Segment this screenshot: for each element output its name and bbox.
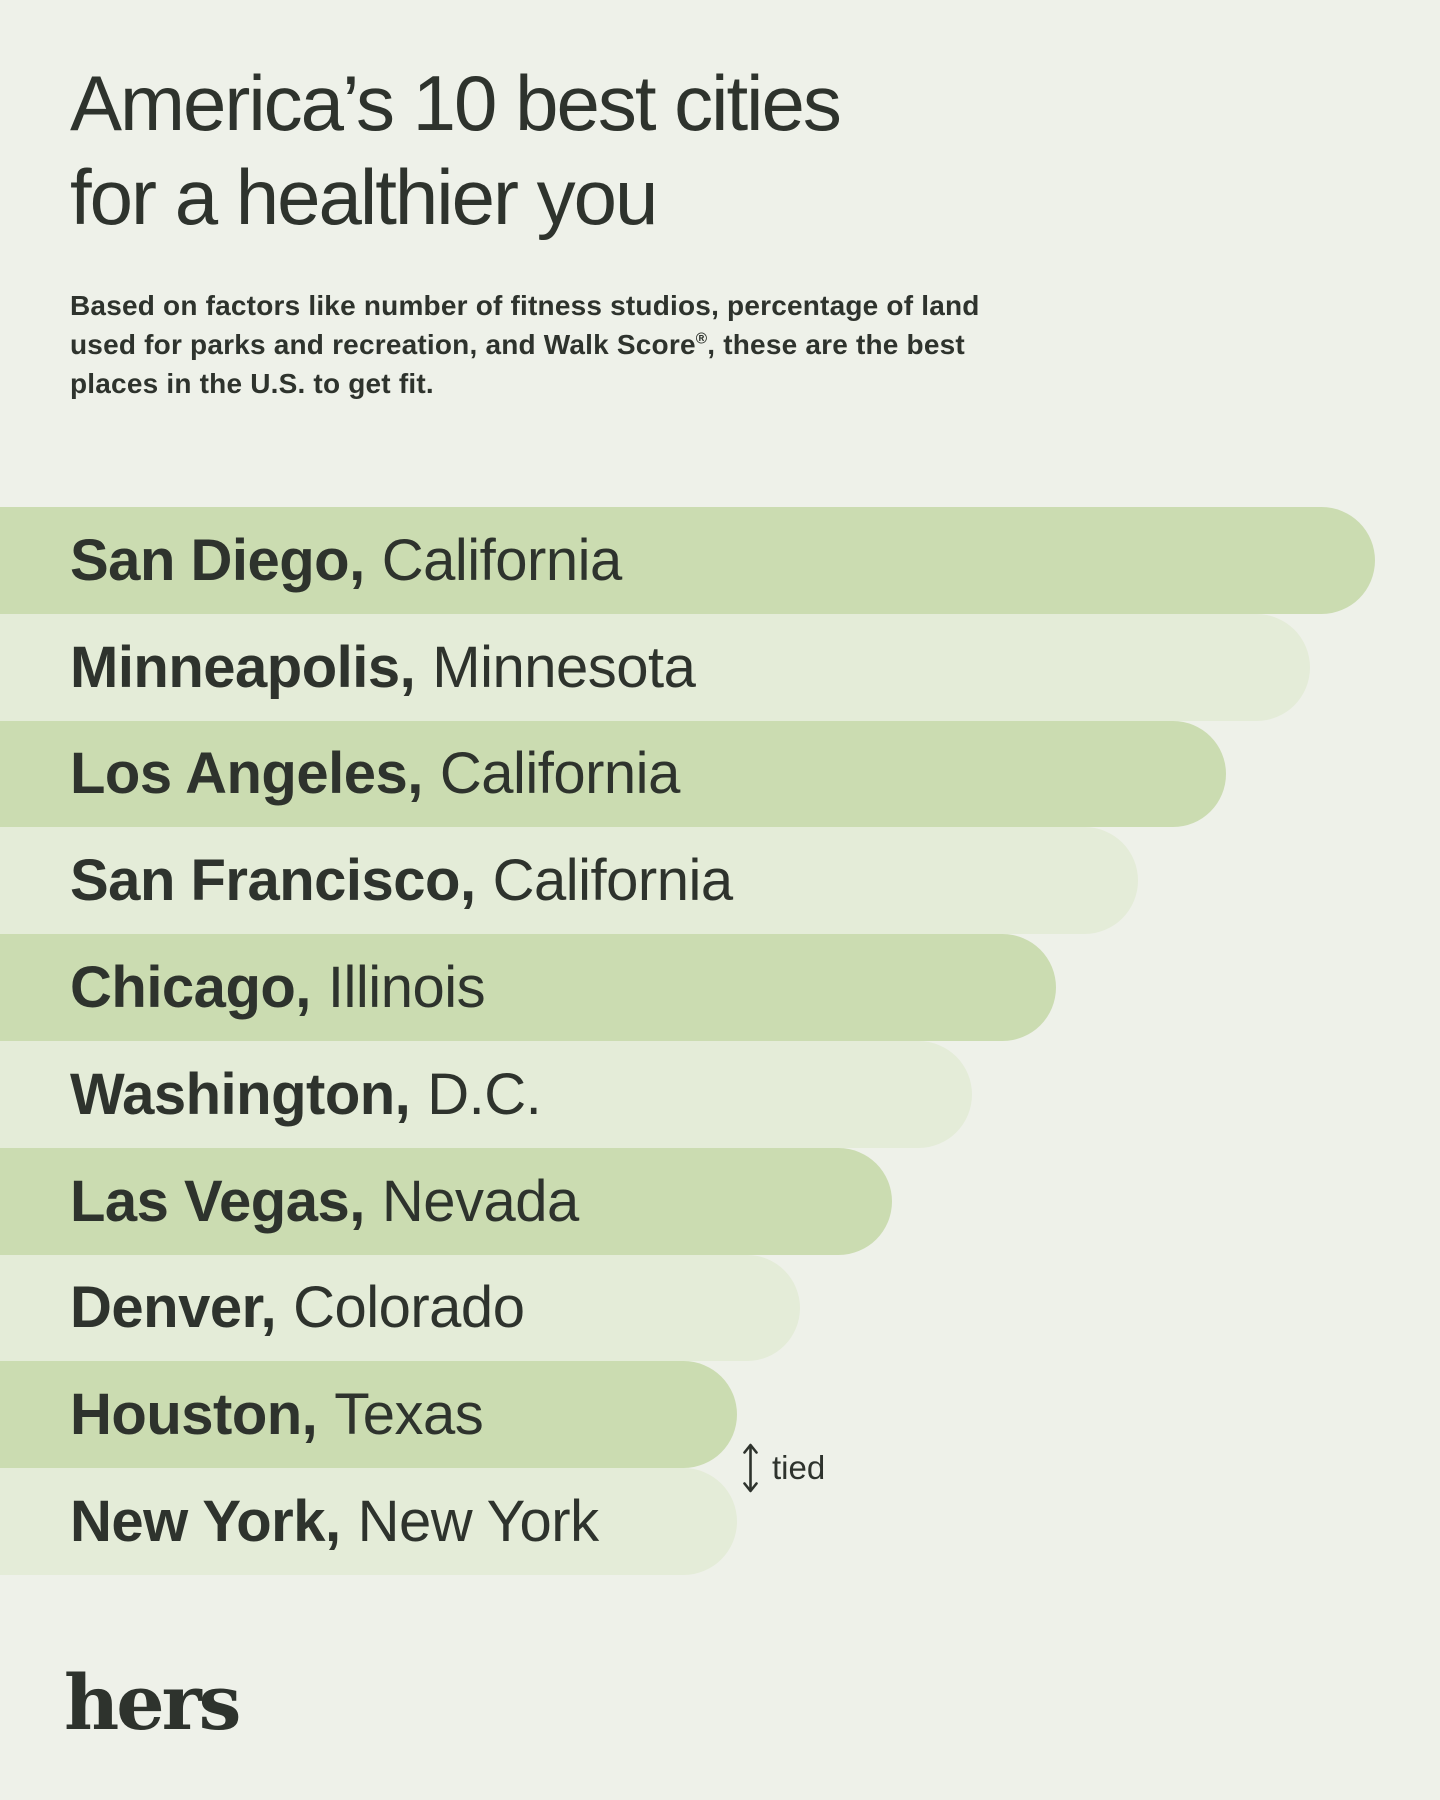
bar-state-label: Minnesota	[432, 634, 696, 700]
bar-state-label: New York	[357, 1489, 600, 1555]
bar-state-label: California	[492, 848, 734, 914]
bar-chart: San Diego, California Minneapolis, Minne…	[0, 507, 1440, 1575]
bar-city-label: Chicago,	[70, 955, 311, 1021]
bar-city-label: San Diego,	[70, 527, 365, 593]
tied-label: tied	[772, 1449, 826, 1486]
bar-state-label: California	[381, 527, 623, 593]
tied-annotation: tied	[742, 1441, 825, 1495]
bar-city-label: San Francisco,	[70, 848, 476, 914]
bar-city-label: Houston,	[70, 1382, 318, 1448]
up-down-arrow-icon	[743, 1443, 758, 1493]
subtitle-text-after: , these are the best places in the U.S. …	[70, 329, 965, 399]
bar-city-label: Denver,	[70, 1275, 277, 1341]
bar-san-francisco: San Francisco, California	[0, 827, 1138, 935]
bar-minneapolis: Minneapolis, Minnesota	[0, 613, 1310, 721]
title-line-2: for a healthier you	[70, 153, 658, 241]
bar-state-label: California	[439, 741, 681, 807]
bar-denver: Denver, Colorado	[0, 1254, 800, 1362]
bar-state-label: Nevada	[381, 1168, 579, 1234]
bar-san-diego: San Diego, California	[0, 507, 1375, 614]
bar-city-label: Las Vegas,	[70, 1168, 365, 1234]
bar-state-label: Texas	[334, 1382, 484, 1448]
title-line-1: America’s 10 best cities	[70, 59, 842, 147]
bar-city-label: Los Angeles,	[70, 741, 423, 807]
bar-new-york: New York, New York	[0, 1468, 737, 1575]
bar-los-angeles: Los Angeles, California	[0, 720, 1226, 828]
hers-logo: hers	[64, 1658, 241, 1747]
subtitle-text: Based on factors like number of fitness …	[70, 290, 980, 360]
registered-mark: ®	[695, 330, 708, 348]
page-title: America’s 10 best cities for a healthier…	[70, 56, 842, 244]
bar-city-label: New York,	[70, 1489, 341, 1555]
subtitle: Based on factors like number of fitness …	[70, 286, 1010, 403]
bar-las-vegas: Las Vegas, Nevada	[0, 1147, 892, 1255]
bar-state-label: Illinois	[327, 955, 486, 1021]
bar-city-label: Minneapolis,	[70, 634, 416, 700]
bar-houston: Houston, Texas	[0, 1361, 737, 1469]
bar-state-label: D.C.	[427, 1061, 542, 1127]
bar-state-label: Colorado	[293, 1275, 525, 1341]
bar-city-label: Washington,	[70, 1061, 411, 1127]
bar-chicago: Chicago, Illinois	[0, 934, 1056, 1041]
bar-washington: Washington, D.C.	[0, 1040, 972, 1148]
